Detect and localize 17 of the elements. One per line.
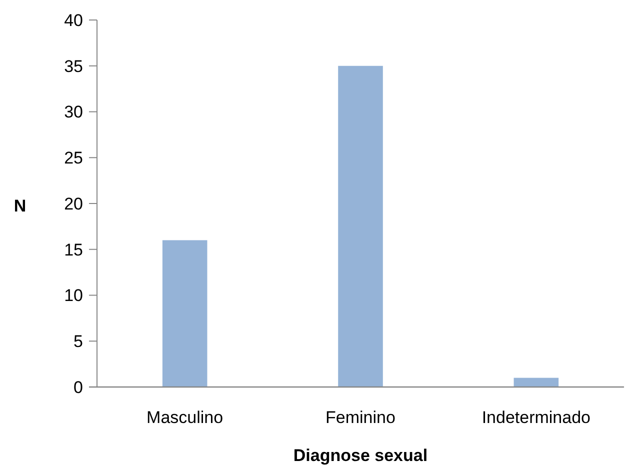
- bar: [162, 240, 208, 387]
- y-tick-label: 40: [64, 10, 83, 30]
- x-tick-label: Masculino: [146, 408, 224, 427]
- y-tick-label: 30: [64, 102, 83, 122]
- y-tick-label: 10: [64, 286, 83, 306]
- bar: [514, 378, 559, 387]
- y-axis-title: N: [14, 196, 26, 216]
- x-axis-title: Diagnose sexual: [293, 446, 428, 465]
- x-tick-label: Feminino: [326, 408, 396, 427]
- y-tick-label: 5: [74, 332, 83, 352]
- bar: [338, 66, 383, 387]
- x-tick-label: Indeterminado: [482, 408, 591, 427]
- y-tick-label: 35: [64, 56, 83, 76]
- y-tick-label: 20: [64, 194, 83, 214]
- y-tick-label: 25: [64, 148, 83, 168]
- y-tick-label: 0: [74, 378, 83, 397]
- y-tick-label: 15: [64, 240, 83, 260]
